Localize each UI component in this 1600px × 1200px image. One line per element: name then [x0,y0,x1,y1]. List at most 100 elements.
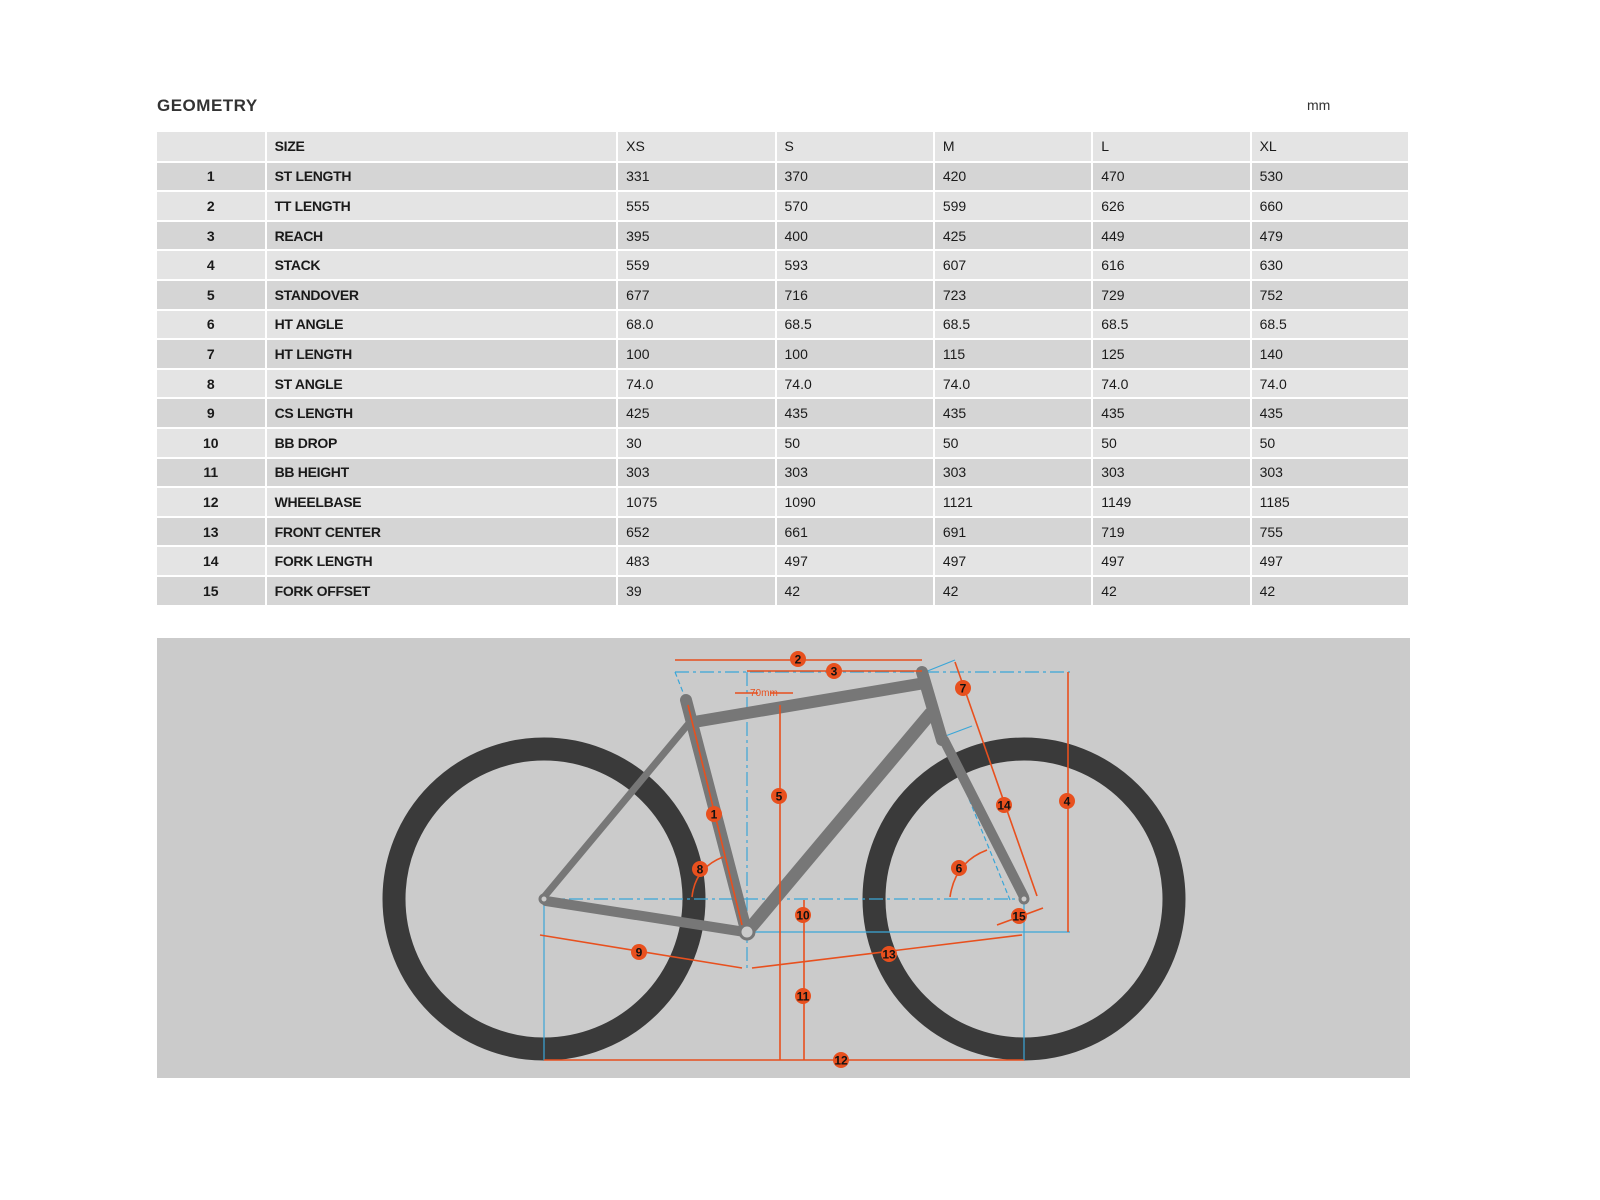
table-row: 3 REACH 395 400 425 449 479 [157,220,1411,252]
value-m: 115 [933,339,1094,370]
value-xs: 1075 [617,487,777,518]
row-label: FORK OFFSET [265,575,619,607]
value-s: 100 [775,339,935,370]
dimension-badge-circle [1059,793,1075,809]
row-label: ST LENGTH [265,161,619,193]
value-s: 1090 [775,487,935,518]
value-xl: 68.5 [1250,309,1411,341]
value-m: 425 [933,220,1094,252]
value-s: 593 [775,250,935,281]
value-l: 125 [1092,339,1252,370]
value-l: 50 [1092,427,1252,459]
row-label: HT ANGLE [265,309,619,341]
dimension-badge-number: 10 [796,909,810,923]
value-m: 691 [933,516,1094,548]
row-number: 10 [157,427,267,459]
table-row: 7 HT LENGTH 100 100 115 125 140 [157,339,1411,370]
value-m: 1121 [933,487,1094,518]
row-number: 14 [157,546,267,577]
table-row: 4 STACK 559 593 607 616 630 [157,250,1411,281]
dimension-badge-number: 1 [711,808,718,822]
value-xl: 303 [1250,457,1411,489]
bike-frame [538,666,1030,941]
dimension-badge-number: 4 [1064,795,1071,809]
value-xs: 559 [617,250,777,281]
table-row: 5 STANDOVER 677 716 723 729 752 [157,279,1411,311]
value-l: 470 [1092,161,1252,193]
value-xl: 50 [1250,427,1411,459]
head-tube [916,666,948,746]
dimension-badge-circle [951,860,967,876]
value-s: 716 [775,279,935,311]
dimension-badge-number: 14 [997,799,1011,813]
row-number: 4 [157,250,267,281]
value-s: 400 [775,220,935,252]
geometry-table: SIZE XS S M L XL 1 ST LENGTH 331 370 420 470 5… [157,132,1411,607]
row-number: 5 [157,279,267,311]
value-l: 626 [1092,191,1252,222]
row-number: 13 [157,516,267,548]
dimension-badge-number: 11 [797,990,810,1004]
row-label: ST ANGLE [265,368,619,400]
value-xs: 555 [617,191,777,222]
table-row: 2 TT LENGTH 555 570 599 626 660 [157,191,1411,222]
row-label: BB HEIGHT [265,457,619,489]
page-title: GEOMETRY [157,96,258,115]
value-m: 497 [933,546,1094,577]
value-xs: 652 [617,516,777,548]
dimension-badge-number: 5 [776,790,783,804]
top-tube [688,677,931,728]
chain-stay [541,896,750,937]
row-label: TT LENGTH [265,191,619,222]
unit-label: mm [1307,97,1331,113]
value-l: 616 [1092,250,1252,281]
row-label: HT LENGTH [265,339,619,370]
rear-axle [538,893,550,905]
dimension-badge-number: 3 [831,665,838,679]
guide-lines [543,659,1070,1060]
value-s: 50 [775,427,935,459]
value-m: 723 [933,279,1094,311]
value-m: 50 [933,427,1094,459]
value-l: 303 [1092,457,1252,489]
value-xs: 68.0 [617,309,777,341]
value-xs: 74.0 [617,368,777,400]
value-l: 68.5 [1092,309,1252,341]
header-num-cell [157,132,267,163]
row-label: FORK LENGTH [265,546,619,577]
value-s: 370 [775,161,935,193]
value-xs: 100 [617,339,777,370]
header-size-xl: XL [1250,132,1411,163]
value-m: 74.0 [933,368,1094,400]
table-row: 6 HT ANGLE 68.0 68.5 68.5 68.5 68.5 [157,309,1411,341]
dimension-badge-circle [1011,908,1027,924]
row-number: 3 [157,220,267,252]
value-xl: 755 [1250,516,1411,548]
dimension-badge-circle [881,946,897,962]
value-s: 42 [775,575,935,607]
row-label: CS LENGTH [265,398,619,429]
fork [939,735,1029,902]
value-l: 1149 [1092,487,1252,518]
value-m: 303 [933,457,1094,489]
dimension-badge-number: 7 [960,682,967,696]
row-label: STACK [265,250,619,281]
value-xl: 74.0 [1250,368,1411,400]
dimension-badge-number: 8 [697,863,704,877]
row-label: FRONT CENTER [265,516,619,548]
value-xs: 677 [617,279,777,311]
table-row: 11 BB HEIGHT 303 303 303 303 303 [157,457,1411,489]
value-l: 497 [1092,546,1252,577]
value-s: 68.5 [775,309,935,341]
value-xl: 497 [1250,546,1411,577]
table-row: 13 FRONT CENTER 652 661 691 719 755 [157,516,1411,548]
row-number: 1 [157,161,267,193]
value-xl: 660 [1250,191,1411,222]
geometry-diagram: 70mm 1 2 3 4 5 6 7 8 9 10 11 12 13 14 15 [157,638,1410,1078]
value-s: 303 [775,457,935,489]
value-xs: 30 [617,427,777,459]
row-label: BB DROP [265,427,619,459]
value-xs: 331 [617,161,777,193]
dimension-badge-circle [955,680,971,696]
